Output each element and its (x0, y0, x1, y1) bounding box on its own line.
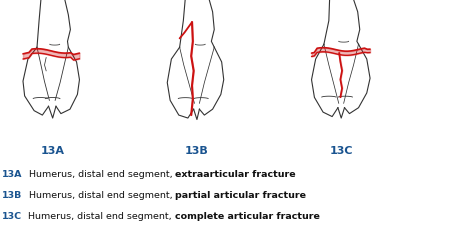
Text: 13B: 13B (185, 146, 209, 156)
Text: 13C: 13C (2, 212, 22, 221)
Text: Humerus, distal end segment,: Humerus, distal end segment, (22, 191, 175, 200)
Text: Humerus, distal end segment,: Humerus, distal end segment, (22, 212, 175, 221)
Text: 13B: 13B (2, 191, 22, 200)
Text: Humerus, distal end segment,: Humerus, distal end segment, (23, 170, 175, 179)
Text: 13C: 13C (329, 146, 353, 156)
Text: 13A: 13A (41, 146, 65, 156)
Text: 13A: 13A (2, 170, 23, 179)
Text: extraarticular fracture: extraarticular fracture (175, 170, 296, 179)
Text: complete articular fracture: complete articular fracture (175, 212, 320, 221)
Text: partial articular fracture: partial articular fracture (175, 191, 306, 200)
Polygon shape (191, 22, 194, 115)
Polygon shape (339, 53, 343, 97)
